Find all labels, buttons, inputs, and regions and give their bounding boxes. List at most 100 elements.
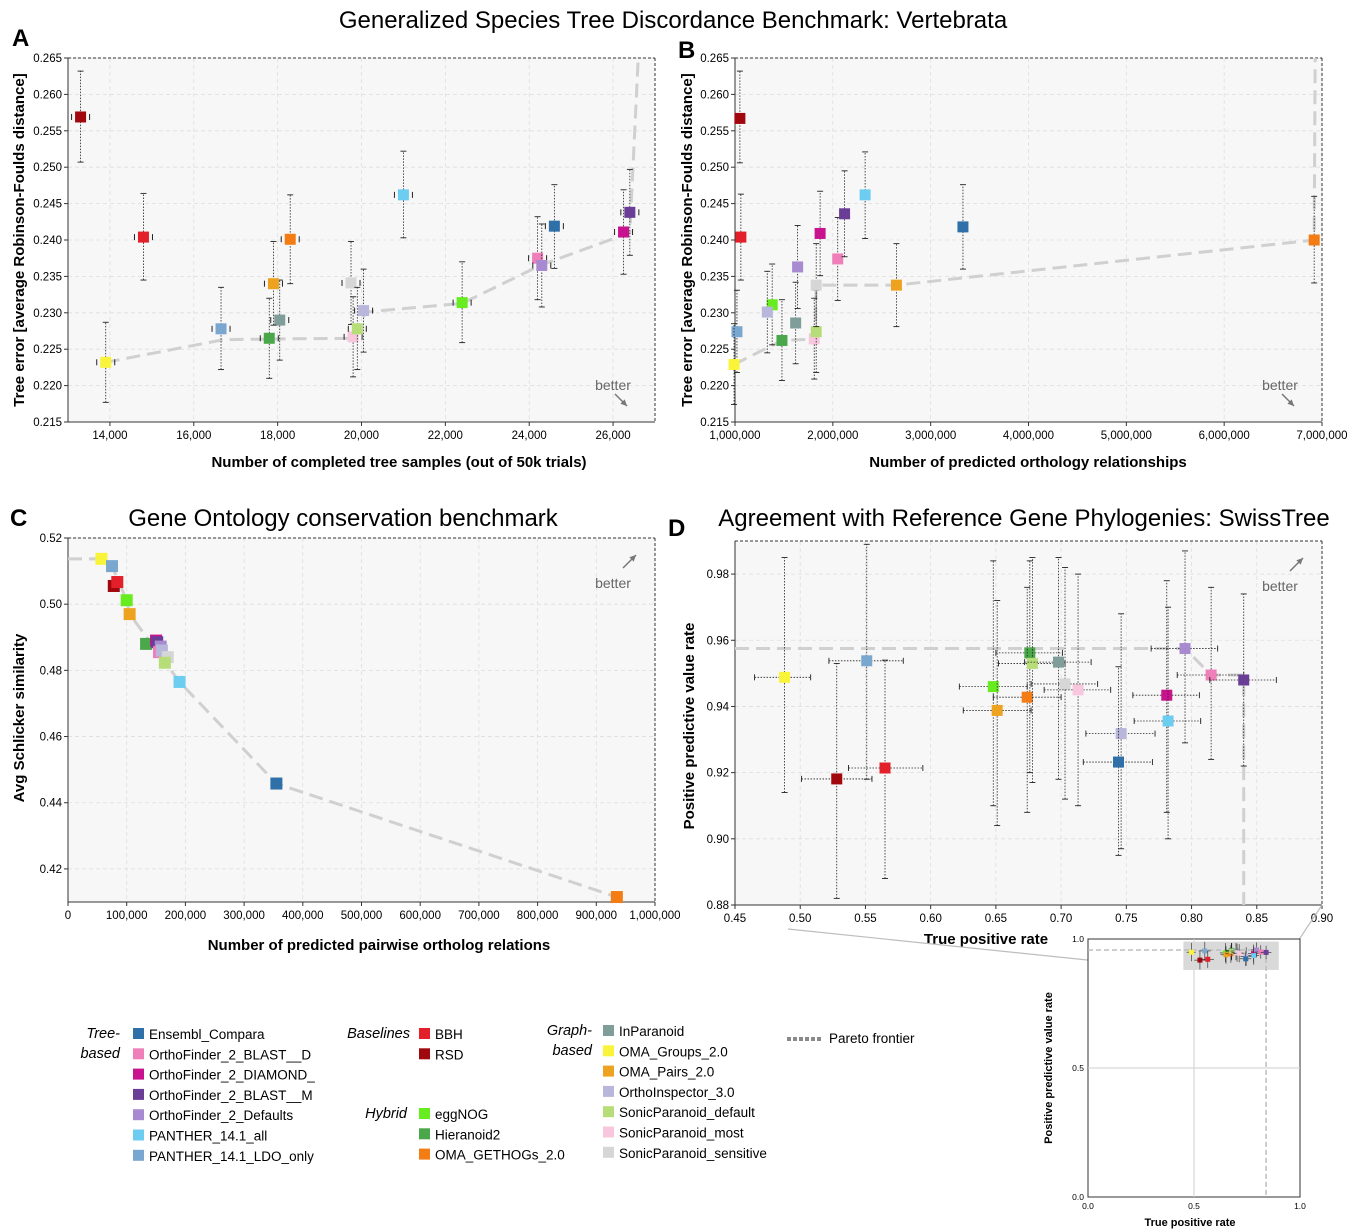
inset-xtick-label: 1.0 (1294, 1201, 1306, 1211)
panel-d-point-oma-pairs-2-0 (991, 704, 1003, 716)
legend-swatch-oma-pairs-2-0 (603, 1065, 614, 1077)
panel-a-plot: 14,000 16,000 18,000 20,000 22,000 24,000 26,0… (33, 53, 656, 442)
panel-c-ytick-label: 0.52 (40, 533, 62, 545)
panel-a-xtick-label: 26,000 (595, 430, 630, 442)
legend-swatch-panther-14-1-ldo-only (133, 1149, 144, 1161)
panel-c-xtick-label: 700,000 (458, 910, 500, 922)
panel-a-point-orthofinder-2-diamond (618, 226, 630, 238)
panel-b-better-arrowhead (1287, 399, 1294, 406)
panel-b-ytick-label: 0.260 (700, 89, 729, 101)
inset-point-bbh (1205, 956, 1211, 962)
panel-b-point-orthofinder-2-blast-m (839, 208, 851, 220)
panel-a-point-ensembl-compara (548, 220, 560, 232)
panel-a-xtick-label: 18,000 (260, 430, 295, 442)
panel-b-plot: 1,000,000 2,000,000 3,000,000 4,000,000 5,00… (700, 53, 1347, 442)
panel-d-point-rsd (831, 773, 843, 785)
panel-c-point-ensembl-compara (270, 777, 283, 790)
panel-b-ylabel: Tree error [average Robinson-Foulds dist… (679, 73, 696, 406)
panel-d-xtick-label: 0.60 (919, 913, 941, 925)
inset-point-oma-pairs-2-0 (1223, 952, 1229, 958)
panel-d-xtick-label: 0.45 (724, 913, 746, 925)
panel-a-point-eggnog (456, 297, 468, 309)
panel-b-ytick-label: 0.240 (700, 235, 729, 247)
panel-a-point-panther-14-1-all (397, 189, 409, 201)
inset-point-rsd (1197, 957, 1203, 963)
legend-category-based: based (80, 1046, 120, 1062)
panel-a-better-arrowhead (620, 399, 627, 406)
legend-label-oma-groups-2-0: OMA_Groups_2.0 (619, 1044, 728, 1059)
legend-swatch-oma-gethogs-2-0 (419, 1148, 430, 1160)
panel-b-point-sonicparanoid-sensitive (810, 279, 822, 291)
panel-b-xtick-label: 1,000,000 (709, 430, 760, 442)
panel-b-xtick-label: 5,000,000 (1101, 430, 1152, 442)
panel-c-point-oma-groups-2-0 (95, 552, 108, 565)
panel-c-xtick-label: 800,000 (517, 910, 559, 922)
panel-c-ytick-label: 0.44 (40, 798, 63, 810)
panel-a-point-sonicparanoid-default (351, 323, 363, 335)
panel-b-point-oma-gethogs-2-0 (1308, 234, 1320, 246)
legend-label-ensembl-compara: Ensembl_Compara (149, 1027, 265, 1042)
panel-d-ytick-label: 0.94 (707, 701, 730, 713)
panel-d-point-oma-groups-2-0 (779, 671, 791, 683)
panel-b-point-ensembl-compara (957, 221, 969, 233)
panel-d-point-sonicparanoid-default (1026, 657, 1038, 669)
panel-c-better-label: better (595, 575, 631, 591)
legend-label-panther-14-1-all: PANTHER_14.1_all (149, 1129, 267, 1144)
panel-d-xtick-label: 0.65 (985, 913, 1007, 925)
inset-xtick-label: 0.5 (1188, 1201, 1200, 1211)
panel-c-xtick-label: 0 (65, 910, 71, 922)
panel-d-ytick-label: 0.96 (707, 635, 729, 647)
panel-a-point-orthofinder-2-blast-m (624, 206, 636, 218)
panel-a-xtick-label: 22,000 (428, 430, 463, 442)
legend-swatch-rsd (419, 1048, 430, 1060)
panel-c-better-arrowhead (629, 555, 636, 562)
panel-c-xtick-label: 500,000 (341, 910, 383, 922)
panel-d-better-label: better (1262, 578, 1298, 594)
panel-d-point-ensembl-compara (1113, 756, 1125, 768)
legend-swatch-orthoinspector-3-0 (603, 1085, 614, 1097)
panel-b-point-orthofinder-2-diamond (814, 227, 826, 239)
legend-label-panther-14-1-ldo-only: PANTHER_14.1_LDO_only (149, 1149, 314, 1164)
panel-b-point-inparanoid (790, 317, 802, 329)
legend-swatch-panther-14-1-all (133, 1129, 144, 1141)
legend-label-orthofinder-2-blast-d: OrthoFinder_2_BLAST__D (149, 1047, 311, 1062)
panel-a-ytick-label: 0.220 (33, 381, 62, 393)
legend-label-orthofinder-2-blast-m: OrthoFinder_2_BLAST__M (149, 1088, 313, 1103)
panel-b-point-sonicparanoid-default (810, 326, 822, 338)
legend-label-sonicparanoid-default: SonicParanoid_default (619, 1105, 755, 1120)
panel-d-xtick-label: 0.90 (1311, 913, 1333, 925)
panel-a-point-sonicparanoid-sensitive (345, 277, 357, 289)
legend-pareto-label: Pareto frontier (829, 1031, 915, 1046)
legend-label-orthofinder-2-diamond: OrthoFinder_2_DIAMOND_ (149, 1068, 315, 1083)
panel-c-pareto-line (68, 557, 618, 899)
panel-c-ytick-label: 0.48 (40, 665, 62, 677)
panel-c-xtick-label: 200,000 (165, 910, 207, 922)
panel-a-point-orthoinspector-3-0 (358, 305, 370, 317)
panel-d-point-orthofinder-2-diamond (1161, 689, 1173, 701)
legend-label-inparanoid: InParanoid (619, 1024, 684, 1039)
inset-point-oma-groups-2-0 (1188, 949, 1194, 955)
inset-xlabel: True positive rate (1144, 1217, 1235, 1229)
panel-d-xtick-label: 0.70 (1050, 913, 1072, 925)
legend-category-based: based (552, 1043, 592, 1059)
legend-category-tree: Tree- (86, 1026, 120, 1042)
panel-b-xlabel: Number of predicted orthology relationsh… (869, 454, 1187, 471)
panel-d-title: Agreement with Reference Gene Phylogenie… (718, 505, 1329, 532)
panel-d-point-sonicparanoid-most (1072, 684, 1084, 696)
panel-a-better-label: better (595, 377, 631, 393)
panel-b-xtick-label: 6,000,000 (1199, 430, 1250, 442)
panel-a-ytick-label: 0.230 (33, 308, 62, 320)
panel-d-point-panther-14-1-all (1162, 715, 1174, 727)
panel-a-point-oma-pairs-2-0 (267, 278, 279, 290)
panel-a-xtick-label: 16,000 (176, 430, 211, 442)
panel-a-ytick-label: 0.260 (33, 89, 62, 101)
panel-letter-a: A (12, 25, 29, 52)
panel-d-ylabel: Positive predictive value rate (681, 623, 698, 830)
panel-b-ytick-label: 0.265 (700, 53, 729, 65)
panel-d-plot-area (735, 541, 1322, 905)
panel-b-ytick-label: 0.250 (700, 162, 729, 174)
panel-a-ytick-label: 0.250 (33, 162, 62, 174)
panel-b-xtick-label: 7,000,000 (1296, 430, 1347, 442)
panel-d-xtick-label: 0.55 (854, 913, 876, 925)
legend-category-baselines: Baselines (347, 1026, 410, 1042)
